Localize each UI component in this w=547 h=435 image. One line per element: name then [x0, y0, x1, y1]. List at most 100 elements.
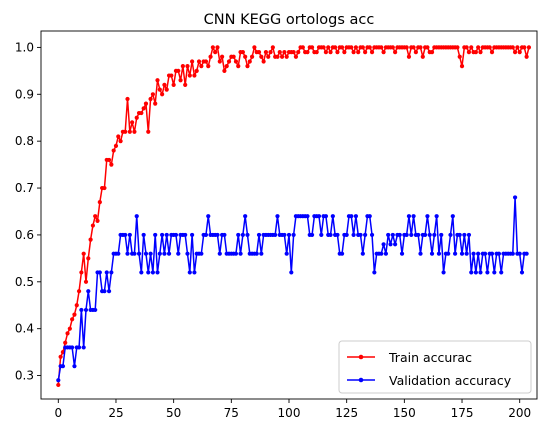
y-tick-label: 0.9 [15, 87, 34, 101]
data-point-train [263, 50, 269, 55]
data-point-train [247, 59, 252, 64]
x-tick-label: 150 [393, 406, 416, 420]
data-point-validation [79, 307, 84, 313]
data-point-train [210, 45, 215, 50]
data-point-train [95, 218, 100, 223]
data-point-train [90, 223, 96, 228]
x-tick-label: 200 [508, 406, 531, 420]
data-point-validation [238, 251, 243, 256]
data-point-validation [217, 251, 222, 256]
data-point-validation [86, 289, 91, 294]
data-point-validation [411, 214, 416, 219]
data-point-validation [162, 251, 167, 256]
data-point-train [487, 45, 492, 50]
data-point-validation [166, 251, 172, 256]
data-point-validation [97, 270, 102, 275]
data-point-validation [76, 345, 82, 350]
data-point-train [67, 326, 72, 331]
data-point-validation [429, 251, 435, 256]
data-point-train [127, 129, 132, 134]
data-point-train [464, 45, 469, 50]
x-tick-label: 175 [451, 406, 474, 420]
chart-title: CNN KEGG ortologs acc [204, 12, 375, 28]
data-point-validation [190, 232, 195, 238]
data-point-validation [363, 232, 368, 238]
y-axis: 0.3 0.4 0.5 0.6 0.7 0.8 0.9 1.0 [15, 40, 41, 383]
data-point-train [240, 50, 245, 55]
data-point-train [192, 73, 197, 78]
data-point-train [256, 50, 262, 55]
x-tick-label: 50 [166, 406, 181, 420]
data-point-validation [339, 251, 345, 256]
data-point-validation [236, 232, 241, 238]
data-point-train [56, 382, 61, 388]
data-point-train [113, 143, 119, 148]
data-point-validation [478, 270, 483, 275]
data-point-train [515, 45, 520, 50]
data-point-validation [439, 232, 444, 238]
data-point-validation [388, 242, 393, 247]
data-point-train [524, 54, 529, 59]
series-train [56, 45, 532, 388]
data-point-validation [453, 251, 458, 256]
data-point-train [349, 45, 354, 50]
data-point-train [328, 50, 333, 55]
data-point-validation [185, 251, 190, 256]
data-point-train [196, 59, 202, 64]
data-point-train [466, 50, 472, 55]
legend-marker-train [358, 354, 364, 360]
data-point-validation [148, 251, 153, 256]
data-point-validation [203, 232, 209, 238]
data-point-train [517, 50, 522, 55]
data-point-validation [233, 251, 239, 256]
data-point-train [187, 73, 192, 78]
data-point-validation [289, 270, 294, 275]
y-tick-label: 0.6 [15, 228, 34, 242]
data-point-train [406, 54, 412, 59]
data-point-train [171, 82, 176, 88]
data-point-train [215, 45, 220, 50]
data-point-train [245, 64, 250, 69]
data-point-validation [436, 251, 442, 256]
data-point-validation [56, 378, 61, 383]
data-point-train [125, 96, 130, 102]
data-point-validation [143, 251, 149, 256]
data-point-train [213, 50, 218, 55]
data-point-validation [457, 232, 462, 238]
data-point-validation [427, 232, 432, 238]
data-point-validation [176, 251, 181, 256]
data-point-validation [423, 232, 428, 238]
data-point-validation [284, 251, 289, 256]
y-tick-label: 0.5 [15, 275, 34, 289]
data-point-validation [383, 251, 388, 256]
data-point-validation [432, 232, 437, 238]
data-point-train [203, 59, 209, 64]
data-point-train [469, 45, 474, 50]
data-point-validation [273, 232, 278, 238]
data-point-train [489, 50, 495, 55]
data-point-validation [372, 270, 377, 275]
data-point-train [526, 45, 532, 50]
data-point-validation [524, 251, 529, 256]
data-point-train [97, 200, 102, 205]
data-point-train [425, 45, 430, 50]
data-point-validation [93, 307, 98, 313]
data-point-validation [81, 345, 86, 350]
data-point-validation [286, 232, 292, 238]
data-point-validation [381, 242, 386, 247]
data-point-train [300, 45, 305, 50]
data-point-validation [240, 232, 245, 238]
data-point-train [183, 82, 188, 88]
data-point-validation [104, 270, 109, 275]
data-point-train [58, 354, 63, 359]
data-point-validation [153, 232, 158, 238]
data-point-validation [316, 214, 322, 219]
data-point-validation [192, 270, 197, 275]
data-point-train [249, 54, 255, 59]
data-point-validation [254, 251, 259, 256]
data-point-train [323, 50, 329, 55]
data-point-train [473, 50, 478, 55]
data-point-train [157, 87, 162, 92]
x-tick-label: 125 [335, 406, 358, 420]
